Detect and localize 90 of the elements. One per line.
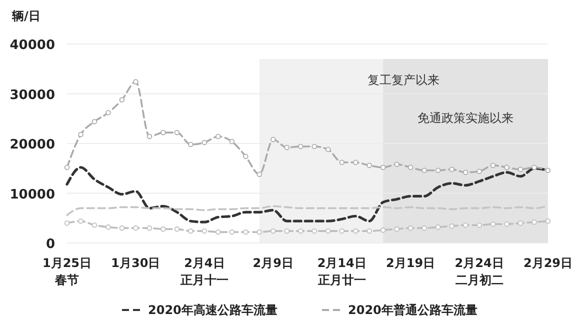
point [380,164,386,170]
point [352,160,358,166]
point [78,218,84,224]
point [339,160,345,166]
point [298,144,304,150]
y-tick-label: 0 [46,237,55,252]
point [325,146,331,152]
legend-label: 2020年普通公路车流量 [348,303,478,317]
point [504,164,510,170]
point [476,222,482,228]
point [133,225,138,231]
point [380,227,386,233]
band-label: 复工复产以来 [368,73,440,87]
point [394,226,400,232]
point [408,225,414,231]
point [284,228,290,234]
point [422,168,427,174]
point [229,138,235,144]
point [64,220,70,226]
point [518,166,524,172]
point [188,228,194,234]
point [270,228,276,234]
point [202,140,208,146]
point [146,134,152,140]
point [435,224,441,230]
point [545,168,551,174]
point [366,162,372,168]
y-axis-title: 辆/日 [11,9,40,23]
point [422,225,427,231]
point [476,168,482,174]
point [174,226,180,232]
legend-label: 2020年高速公路车流量 [148,303,278,317]
point [394,162,400,168]
point [532,219,537,225]
point [92,118,98,124]
point [462,222,468,228]
point [216,134,221,140]
x-tick-label: 1月30日 [111,256,160,270]
x-tick-label: 2月24日二月初二 [454,256,504,287]
point [188,142,194,148]
point [243,229,248,235]
point [312,144,318,150]
point [339,228,345,234]
point [119,225,125,231]
point [490,162,496,168]
point [298,228,304,234]
x-tick-label: 2月29日 [523,256,573,270]
point [160,130,166,136]
x-tick-label: 1月25日春节 [42,256,92,287]
y-tick-label: 10000 [10,187,55,202]
point [243,154,248,160]
point [270,136,276,142]
point [518,220,524,226]
point [256,172,262,177]
x-tick-label: 2月14日正月廿一 [316,256,366,287]
point [146,225,152,231]
point [366,228,372,234]
point [435,168,441,174]
y-tick-label: 40000 [10,38,55,53]
point [160,226,166,232]
point [532,164,537,170]
point [78,132,84,138]
point [229,229,235,235]
point [284,144,290,150]
x-tick-label: 2月9日 [252,256,294,270]
point [216,229,221,235]
point [133,79,138,84]
band-label: 免通政策实施以来 [418,111,514,125]
point [545,218,551,224]
point [202,228,208,234]
point [312,228,318,234]
y-tick-label: 20000 [10,138,55,152]
point [408,164,414,170]
point [106,224,111,230]
point [449,223,454,229]
point [106,110,111,116]
point [64,164,70,170]
point [119,97,125,102]
point [504,221,510,227]
point [325,228,331,234]
point [462,170,468,176]
x-tick-label: 2月4日正月十一 [179,256,228,287]
point [352,228,358,234]
point [449,166,454,172]
x-tick-label: 2月19日 [386,256,436,270]
point [256,229,262,235]
point [92,222,98,228]
point [490,221,496,227]
point [174,130,180,136]
y-tick-label: 30000 [10,88,55,103]
